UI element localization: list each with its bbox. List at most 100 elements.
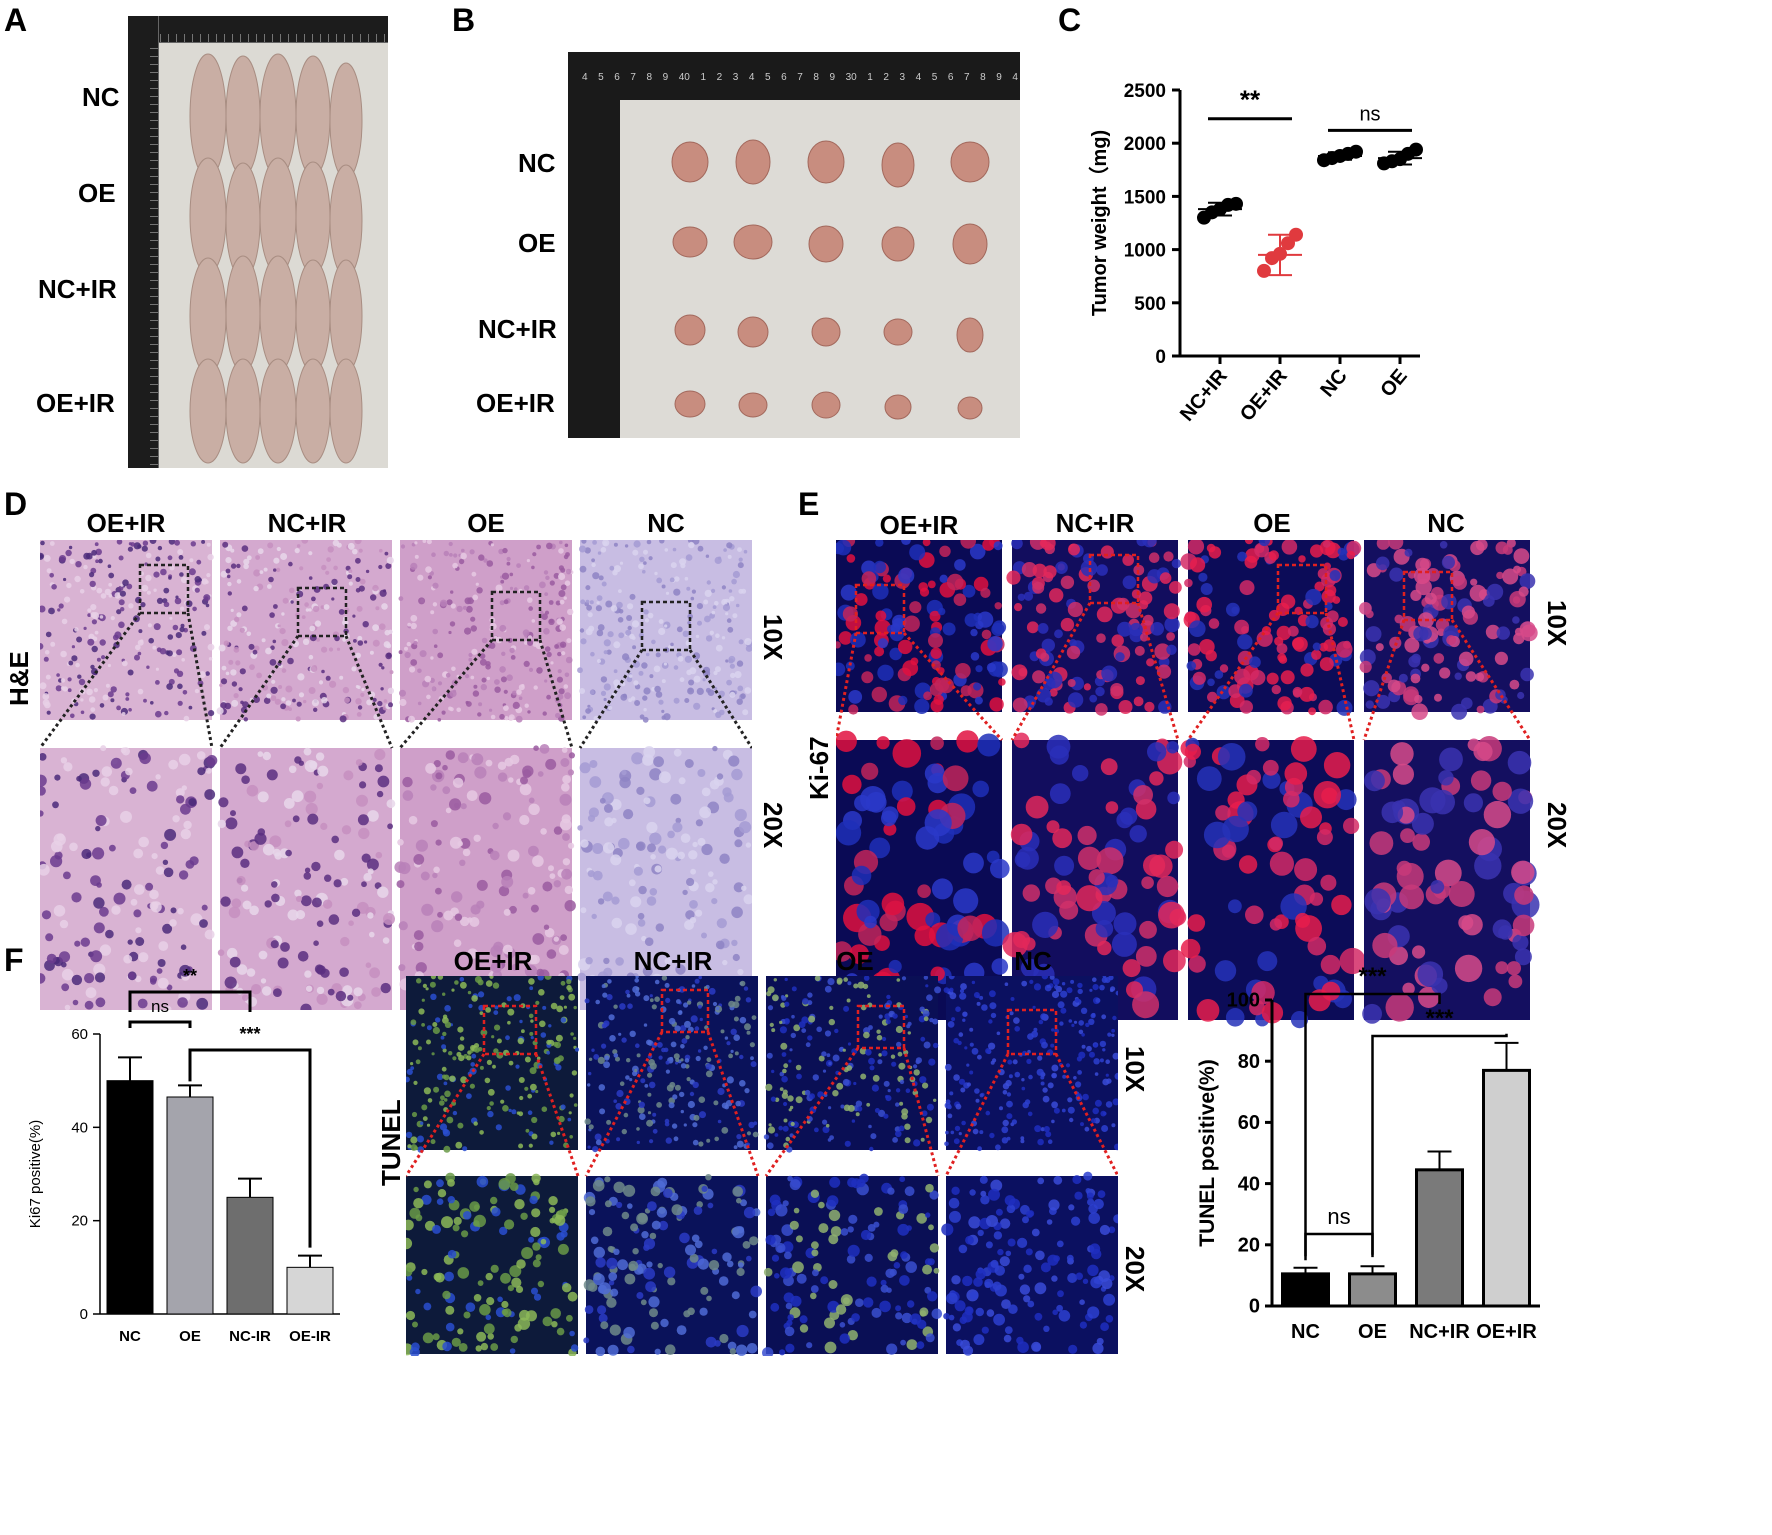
ruler-number: 5 (598, 72, 604, 83)
ruler-number: 30 (845, 72, 857, 83)
he-image-grid (40, 540, 752, 1010)
panel-label-d: D (4, 486, 28, 522)
x-tick-label: OE (1358, 1321, 1387, 1343)
y-tick-label: 20 (71, 1213, 88, 1230)
data-point (1409, 142, 1423, 157)
d-col-oe: OE (467, 508, 505, 538)
ki67-tile (836, 730, 1010, 1020)
g-mag-bottom: 20X (1120, 1246, 1150, 1293)
ruler-number: 40 (678, 72, 690, 83)
ki67-zoom-box (1088, 553, 1140, 605)
a-row-oe: OE (78, 178, 116, 208)
y-tick-label: 0 (1155, 347, 1166, 368)
he-tile (394, 744, 576, 1010)
y-axis-label: TUNEL positive(%) (1196, 1059, 1219, 1246)
tunel-tile (763, 976, 942, 1153)
he-connector-line (344, 635, 394, 749)
mice-photo (128, 16, 388, 468)
g-mag-top: 10X (1120, 1046, 1150, 1093)
y-tick-label: 40 (71, 1119, 88, 1136)
y-tick-label: 0 (1249, 1296, 1260, 1318)
y-tick-label: 60 (1238, 1112, 1260, 1134)
x-tick-label: OE-IR (289, 1328, 331, 1345)
y-tick-label: 500 (1134, 294, 1166, 315)
ki67-connector-line (902, 631, 1004, 742)
d-mag-top: 10X (758, 614, 788, 661)
tunel-tile (583, 1174, 762, 1356)
ruler-number: 8 (646, 72, 653, 83)
g-col-oe-ir: OE+IR (453, 946, 533, 976)
ruler-number: 4 (915, 72, 922, 83)
ruler-number: 8 (813, 72, 819, 83)
ki67-connector-line (836, 632, 858, 741)
g-col-nc-ir: NC+IR (633, 946, 713, 976)
ki67-tile (836, 540, 1008, 715)
significance-bracket (128, 990, 252, 1012)
tunel-tile (584, 976, 759, 1153)
ruler-number: 4 (1012, 72, 1018, 83)
tunel-tile (406, 976, 580, 1153)
y-tick-label: 100 (1227, 990, 1260, 1012)
ruler-number: 2 (883, 72, 889, 83)
significance-bracket (1304, 992, 1441, 1257)
bar (286, 1266, 334, 1315)
ki67-tile (1006, 540, 1182, 716)
ruler-number: 5 (764, 72, 771, 83)
tumors-drawing (671, 139, 990, 420)
b-row-nc-ir: NC+IR (478, 314, 557, 344)
b-row-oe: OE (518, 228, 556, 258)
he-tile (398, 540, 574, 723)
bar (1415, 1168, 1464, 1308)
he-connector-line (40, 612, 142, 749)
a-row-oe-ir: OE+IR (36, 388, 115, 418)
x-tick-label: OE+IR (1476, 1321, 1537, 1343)
tunel-connector-line (764, 1047, 860, 1177)
d-col-nc-ir: NC+IR (267, 508, 347, 538)
ki67-connector-line (1186, 612, 1280, 741)
d-col-nc: NC (647, 508, 685, 538)
tunel-tile (941, 1171, 1118, 1356)
tunel-bar-chart: 0 20 40 60 80 100 TUNEL positive(%) NC OE NC+IR OE… (1196, 963, 1540, 1343)
he-zoom-box (490, 590, 542, 642)
data-point (1349, 144, 1363, 159)
ruler-number: 9 (996, 72, 1002, 83)
significance-label: *** (239, 1024, 260, 1044)
mice-drawing (128, 16, 388, 468)
he-connector-line (538, 639, 574, 749)
ki67-tile (1180, 540, 1362, 716)
ruler-number: 7 (964, 72, 970, 83)
he-connector-line (688, 649, 752, 749)
x-tick-label: OE (1376, 365, 1411, 401)
tunel-connector-line (1054, 1053, 1118, 1177)
significance-bracket (1304, 1232, 1374, 1261)
x-tick-label: NC (119, 1328, 141, 1345)
data-point (1229, 196, 1243, 211)
significance-label: ** (183, 966, 197, 986)
he-tile (217, 747, 396, 1010)
tumor-photo: 4 5 6 7 8 9 40 1 2 3 4 5 6 7 8 9 30 1 2 3 4 5 6 7 8 9 4 (568, 52, 1020, 438)
significance-bracket (1371, 1033, 1508, 1255)
e-mag-top: 10X (1542, 600, 1572, 647)
ki67-connector-line (1324, 612, 1356, 741)
ruler-number: 6 (614, 72, 620, 83)
g-col-oe: OE (836, 946, 874, 976)
bar (1281, 1272, 1330, 1308)
significance-label: *** (1425, 1005, 1454, 1032)
tunel-zoom-box (1006, 1008, 1058, 1056)
he-connector-line (218, 635, 300, 749)
bar (1348, 1272, 1397, 1308)
ruler-number: 1 (700, 72, 706, 83)
x-tick-label: OE+IR (1236, 365, 1292, 426)
he-tile (577, 540, 752, 723)
ki67-zoom-box (854, 583, 906, 635)
e-mag-bottom: 20X (1542, 802, 1572, 849)
ruler-number: 4 (748, 72, 755, 83)
ruler-number: 8 (980, 72, 986, 83)
e-col-nc-ir: NC+IR (1055, 508, 1135, 538)
ruler-number: 1 (867, 72, 873, 83)
d-col-oe-ir: OE+IR (86, 508, 166, 538)
ruler-numbers: 4 5 6 7 8 9 40 1 2 3 4 5 6 7 8 9 30 1 2 3 4 5 6 7 8 9 4 (582, 72, 1018, 92)
data-point (1273, 246, 1287, 261)
he-zoom-box (640, 600, 692, 652)
he-zoom-box (296, 586, 348, 638)
